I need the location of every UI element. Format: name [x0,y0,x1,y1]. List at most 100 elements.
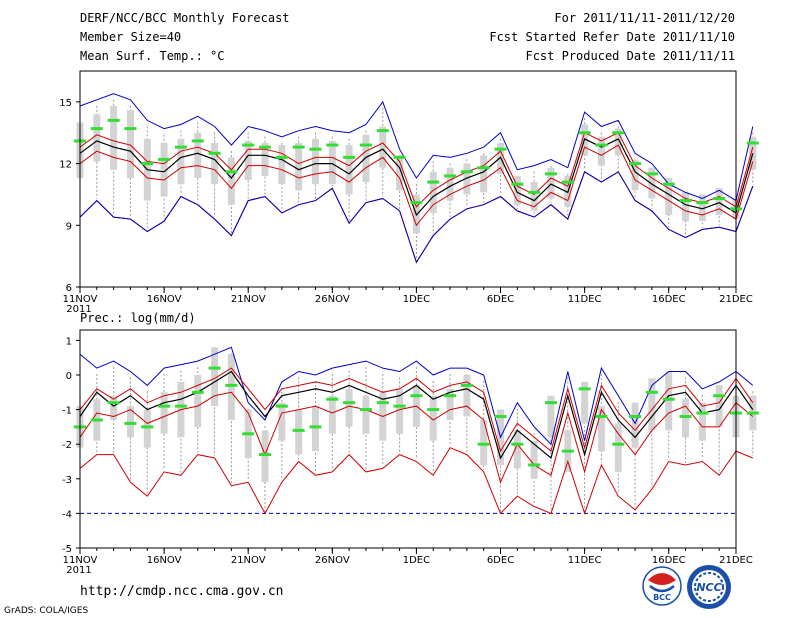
y-tick-label: 6 [66,283,72,294]
iqr-box [126,110,134,178]
iqr-box [93,114,101,162]
iqr-box [513,430,521,469]
iqr-box [311,406,319,452]
median-mark [343,401,356,405]
iqr-box [463,374,471,417]
year-label: 2011 [66,565,91,576]
median-mark [343,155,356,159]
y-tick-label: -5 [62,544,72,555]
iqr-box [480,155,488,193]
iqr-box [160,143,168,197]
median-mark [107,401,120,405]
median-mark [528,190,541,194]
iqr-box [328,395,336,434]
median-mark [544,401,557,405]
ncc-logo-text: NCC [696,581,721,594]
median-mark [511,442,524,446]
x-tick-label: 16DEC [652,555,686,566]
median-mark [460,170,473,174]
y-tick-label: -2 [62,440,72,451]
median-mark [477,166,490,170]
x-tick-label: 21DEC [719,555,753,566]
iqr-box [631,402,639,448]
temperature-panel: 6 9 12 15 11NOV 16NOV 21NOV 26NOV 1DEC 6DEC 11DEC 1… [59,70,759,315]
iqr-box [614,423,622,472]
median-mark [460,383,473,387]
median-mark [259,145,272,149]
median-mark [124,127,137,131]
y-tick-label: 12 [59,160,72,171]
source-url[interactable]: http://cmdp.ncc.cma.gov.cn [80,584,284,599]
upper-line [79,131,754,208]
median-mark [376,401,389,405]
x-tick-label: 26NOV [315,555,350,566]
median-mark [494,147,507,151]
median-mark [746,411,759,415]
iqr-box [362,395,370,434]
median-mark [393,404,406,408]
iqr-box [211,347,219,407]
max-line [79,346,754,446]
iqr-box [446,167,454,201]
median-mark [275,155,288,159]
median-mark [393,155,406,159]
median-mark [90,418,103,422]
lower-line [79,391,754,484]
mean-line [79,138,754,217]
median-mark [679,415,692,419]
x-tick-label: 26NOV [315,294,350,305]
iqr-box [698,402,706,441]
header-member-size: Member Size=40 [80,30,181,44]
iqr-box [648,167,656,199]
y-tick-label: 0 [66,371,72,382]
x-tick-label: 11DEC [568,294,602,305]
min-line [79,447,753,515]
y-tick-label: -1 [62,406,72,417]
median-mark [292,428,305,432]
iqr-box [463,163,471,195]
iqr-box [614,128,622,156]
bcc-logo-text: BCC [653,593,671,602]
iqr-box [682,399,690,438]
median-mark [696,411,709,415]
iqr-box [160,392,168,434]
iqr-box [143,409,151,448]
iqr-box [715,385,723,427]
iqr-box [547,395,555,438]
iqr-box [126,406,134,438]
plot-frame [79,70,737,288]
header-start-date: Fcst Started Refer Date 2011/11/10 [489,30,735,44]
iqr-box [379,126,387,168]
x-tick-label: 11NOV [63,555,98,566]
median-mark [427,180,440,184]
median-mark [561,449,574,453]
iqr-box [110,395,118,420]
iqr-box [194,132,202,178]
median-mark [326,143,339,147]
median-mark [713,197,726,201]
mean-line [79,370,754,460]
median-mark [326,397,339,401]
median-mark [511,182,524,186]
iqr-box [698,194,706,222]
median-mark [376,129,389,133]
header-period: For 2011/11/11-2011/12/20 [554,11,735,25]
median-mark [477,442,490,446]
header-variable: Mean Surf. Temp.: °C [80,49,225,63]
median-mark [645,390,658,394]
iqr-box [211,143,219,185]
median-mark [612,131,625,135]
median-mark [696,201,709,205]
median-mark [259,453,272,457]
x-tick-label: 1DEC [403,555,430,566]
iqr-box [513,175,521,205]
median-mark [107,118,120,122]
median-mark [309,425,322,429]
median-mark [174,145,187,149]
iqr-box [396,155,404,191]
median-mark [158,157,171,161]
bcc-logo: BCC [642,566,682,606]
median-mark [141,425,154,429]
median-mark [208,366,221,370]
